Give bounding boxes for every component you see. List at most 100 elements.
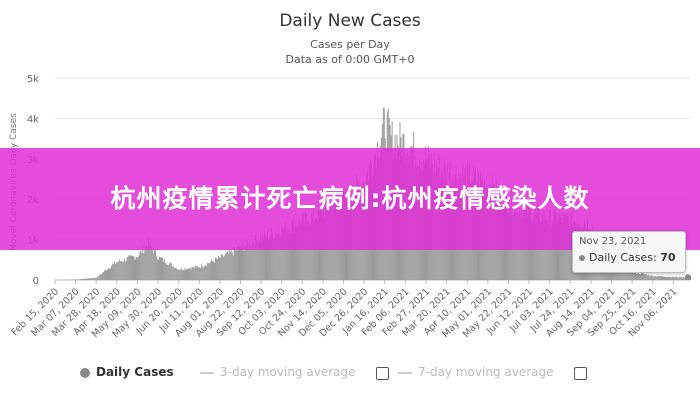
bar <box>194 267 196 280</box>
bar <box>633 272 635 280</box>
bar <box>201 264 203 280</box>
bar <box>87 278 89 280</box>
bar <box>108 268 109 280</box>
bar <box>189 268 191 280</box>
bar <box>77 279 79 280</box>
bar <box>197 266 199 280</box>
legend-item-7-day-average[interactable]: 7-day moving average <box>398 365 553 379</box>
bar <box>645 274 647 280</box>
legend-dot-icon <box>80 367 90 378</box>
bar <box>167 265 169 280</box>
bar <box>85 278 87 280</box>
legend-item-daily-cases[interactable]: Daily Cases <box>80 365 174 379</box>
bar <box>82 278 84 280</box>
bar <box>317 220 319 280</box>
bar <box>178 269 180 280</box>
bar <box>569 227 571 280</box>
bar <box>562 222 564 280</box>
bar <box>286 229 288 280</box>
hover-point <box>685 274 691 281</box>
bar <box>159 256 161 280</box>
bar <box>638 274 640 280</box>
tooltip-value-row: Daily Cases: 70 <box>579 251 676 264</box>
bar <box>262 234 264 280</box>
bar <box>251 245 253 280</box>
y-tick-label: 5k <box>27 74 39 85</box>
bar <box>93 277 95 280</box>
bar <box>161 258 162 280</box>
bar <box>206 266 208 280</box>
bar <box>269 235 271 280</box>
bar <box>118 259 120 280</box>
bar <box>112 263 114 280</box>
bar <box>678 277 680 280</box>
bar <box>166 264 168 280</box>
bar <box>173 268 175 280</box>
bar <box>121 261 123 280</box>
bar <box>614 267 616 280</box>
bar <box>308 226 310 280</box>
bar <box>176 269 178 280</box>
bar <box>215 258 217 280</box>
bar <box>683 277 685 280</box>
bar <box>634 271 636 280</box>
bar <box>684 277 686 280</box>
bar <box>616 267 618 280</box>
bar <box>211 259 213 280</box>
bar <box>137 257 139 280</box>
bar <box>658 275 660 280</box>
bar <box>177 269 179 280</box>
bar <box>657 276 659 280</box>
bar <box>240 248 242 280</box>
bar <box>202 267 204 280</box>
bar <box>131 255 133 280</box>
legend-checkbox-3-day[interactable] <box>376 367 389 380</box>
bar <box>253 243 255 280</box>
bar <box>145 245 147 280</box>
bar <box>660 276 662 280</box>
bar <box>140 250 142 280</box>
chart-subtitle-date: Data as of 0:00 GMT+0 <box>286 53 415 66</box>
bar <box>109 268 111 280</box>
bar <box>153 253 155 280</box>
bar <box>104 270 106 280</box>
bar <box>110 266 112 280</box>
bar <box>264 231 266 280</box>
bar <box>157 259 159 280</box>
bar <box>276 232 278 280</box>
bar <box>547 220 549 280</box>
bar <box>242 244 244 280</box>
bar <box>208 263 210 280</box>
bar <box>129 255 131 280</box>
bar <box>233 246 235 280</box>
bar <box>651 275 653 280</box>
chart-title: Daily New Cases <box>279 11 421 31</box>
bar <box>81 279 83 280</box>
bar <box>256 239 258 280</box>
bar <box>300 226 302 280</box>
bar <box>664 276 666 280</box>
bar <box>310 224 312 280</box>
bar <box>673 277 675 280</box>
bar <box>147 248 149 280</box>
bar <box>636 273 637 280</box>
bar <box>666 276 668 280</box>
bar <box>245 245 247 280</box>
bar <box>191 266 193 280</box>
bar <box>540 221 542 280</box>
bar <box>275 235 277 280</box>
bar <box>648 275 650 280</box>
bar <box>192 267 194 280</box>
bar <box>295 227 297 280</box>
bar <box>610 266 612 280</box>
bar <box>116 261 118 280</box>
bar <box>227 253 229 280</box>
bar <box>635 271 637 280</box>
bar <box>669 276 671 280</box>
bar <box>267 239 269 280</box>
bar <box>665 276 667 280</box>
legend-checkbox-7-day[interactable] <box>574 367 587 380</box>
bar <box>260 236 262 280</box>
legend-item-3-day-average[interactable]: 3-day moving average <box>200 365 355 379</box>
